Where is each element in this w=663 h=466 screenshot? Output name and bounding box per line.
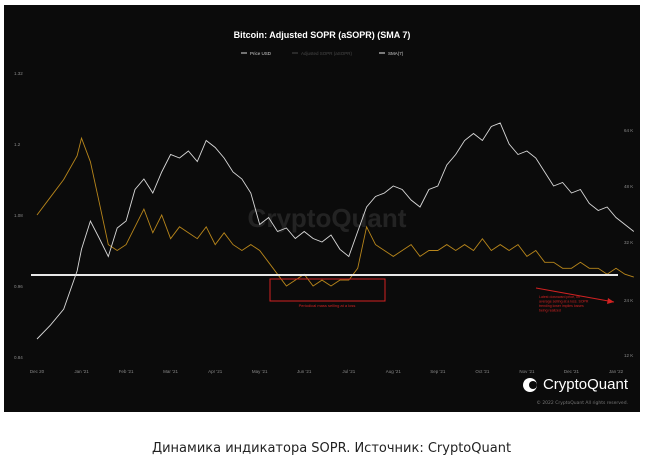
- x-tick-label: Oct '21: [475, 369, 490, 374]
- y-left-tick-label: 0.84: [14, 355, 23, 360]
- annotation-latest-downward: Latest downward price, on average selling…: [539, 295, 589, 313]
- x-tick-label: May '21: [252, 369, 268, 374]
- annotation-periodical-selling: Periodical mass selling at a loss: [299, 303, 356, 308]
- x-tick-label: Jun '21: [297, 369, 312, 374]
- x-tick-label: Apr '21: [208, 369, 223, 374]
- logo-text: CryptoQuant: [542, 376, 628, 393]
- y-right-tick-label: 48 K: [624, 184, 633, 189]
- x-tick-label: Jan '21: [74, 369, 89, 374]
- price-usd-line: [36, 122, 635, 340]
- chart-title: Bitcoin: Adjusted SOPR (aSOPR) (SMA 7): [234, 30, 411, 40]
- y-left-tick-label: 1.32: [14, 71, 23, 76]
- selling-loss-box: [269, 278, 386, 302]
- x-tick-label: Dec 20: [30, 369, 45, 374]
- y-left-tick-label: 0.96: [14, 284, 23, 289]
- chart-annotations: Periodical mass selling at a loss Latest …: [269, 278, 615, 313]
- annotation-arrow-head: [607, 298, 614, 304]
- y-right-tick-label: 24 K: [624, 298, 633, 303]
- chart-lines: [31, 122, 635, 340]
- chart-figure: CryptoQuant Bitcoin: Adjusted SOPR (aSOP…: [4, 5, 640, 412]
- y-right-tick-label: 32 K: [624, 240, 633, 245]
- x-tick-label: Sep '21: [430, 369, 446, 374]
- legend-label: Price USD: [250, 51, 272, 56]
- watermark: CryptoQuant: [248, 203, 407, 233]
- y-right-tick-label: 12 K: [624, 353, 633, 358]
- copyright-text: © 2022 CryptoQuant All rights reserved.: [536, 401, 628, 406]
- y-right-tick-label: 64 K: [624, 128, 633, 133]
- annotation-arrow: [535, 287, 615, 303]
- legend-label: Adjusted SOPR (aSOPR): [301, 51, 353, 56]
- x-tick-label: Feb '21: [119, 369, 134, 374]
- x-tick-label: Dec '21: [564, 369, 580, 374]
- x-tick-label: Mar '21: [163, 369, 178, 374]
- figure-caption: Динамика индикатора SOPR. Источник: Cryp…: [151, 441, 512, 456]
- x-tick-label: Aug '21: [386, 369, 402, 374]
- x-tick-label: Jan '22: [609, 369, 624, 374]
- y-left-tick-label: 1.08: [14, 213, 23, 218]
- annotation-line: Latest downward price, on: [539, 295, 580, 299]
- chart-legend: Price USD Adjusted SOPR (aSOPR) SMA(7): [241, 51, 404, 56]
- annotation-line: trending lower implies losses: [539, 304, 584, 308]
- legend-label: SMA(7): [388, 51, 404, 56]
- sma7-line: [36, 136, 634, 287]
- cryptoquant-logo: CryptoQuant: [522, 376, 628, 393]
- chart-axes: Dec 20 Jan '21 Feb '21 Mar '21 Apr '21 May '2…: [14, 71, 633, 374]
- annotation-line: average selling at a loss. SOPR: [539, 300, 589, 304]
- y-left-tick-label: 1.2: [14, 142, 21, 147]
- x-tick-label: Jul '21: [342, 369, 355, 374]
- cryptoquant-logo-icon: [522, 377, 537, 392]
- annotation-line: being realized: [539, 309, 561, 313]
- chart-canvas: CryptoQuant Bitcoin: Adjusted SOPR (aSOP…: [14, 30, 635, 374]
- x-tick-label: Nov '21: [519, 369, 535, 374]
